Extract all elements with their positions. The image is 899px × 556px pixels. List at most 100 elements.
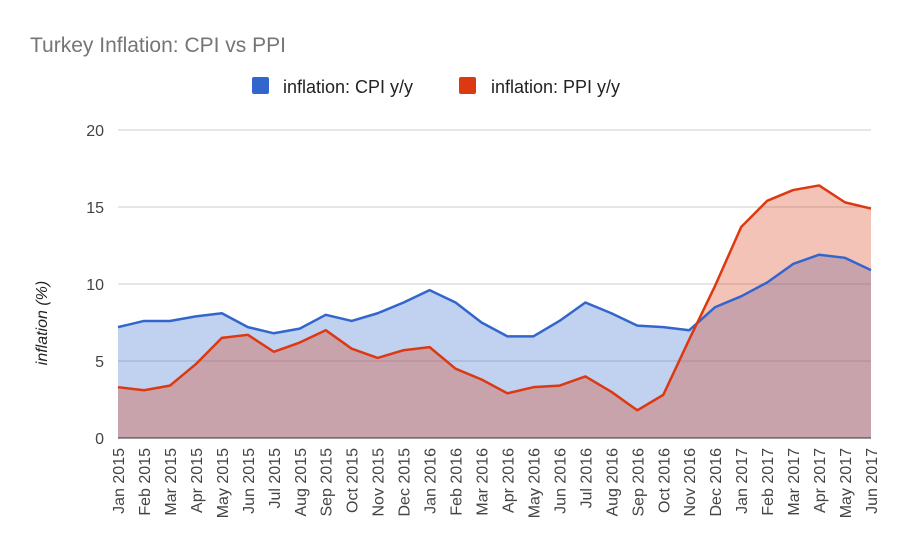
point-series-0[interactable]: [479, 320, 485, 326]
point-series-0[interactable]: [816, 252, 822, 258]
point-series-0[interactable]: [297, 326, 303, 332]
x-tick-label: Mar 2017: [786, 448, 803, 516]
legend: inflation: CPI y/y inflation: PPI y/y: [252, 77, 620, 97]
point-series-0[interactable]: [271, 330, 277, 336]
x-tick-label: Mar 2016: [475, 448, 492, 516]
x-tick-label: Dec 2015: [397, 448, 414, 517]
point-series-1[interactable]: [556, 383, 562, 389]
point-series-0[interactable]: [608, 310, 614, 316]
x-tick-label: Jun 2016: [552, 448, 569, 514]
x-tick-label: May 2015: [215, 448, 232, 518]
point-series-0[interactable]: [245, 324, 251, 330]
point-series-1[interactable]: [193, 361, 199, 367]
point-series-1[interactable]: [401, 347, 407, 353]
y-tick-labels: 0 5 10 15 20: [86, 123, 104, 448]
point-series-0[interactable]: [349, 318, 355, 324]
point-series-0[interactable]: [375, 310, 381, 316]
point-series-0[interactable]: [842, 255, 848, 261]
point-series-0[interactable]: [141, 318, 147, 324]
point-series-0[interactable]: [504, 333, 510, 339]
series-lines: [115, 182, 874, 413]
point-series-1[interactable]: [582, 373, 588, 379]
point-series-1[interactable]: [271, 349, 277, 355]
legend-label-cpi[interactable]: inflation: CPI y/y: [283, 77, 413, 97]
point-series-1[interactable]: [219, 335, 225, 341]
point-series-0[interactable]: [427, 287, 433, 293]
x-tick-label: Aug 2015: [293, 448, 310, 517]
point-series-1[interactable]: [608, 389, 614, 395]
x-tick-label: Jul 2016: [578, 448, 595, 509]
point-series-1[interactable]: [245, 332, 251, 338]
point-series-1[interactable]: [764, 198, 770, 204]
point-series-1[interactable]: [842, 199, 848, 205]
point-series-1[interactable]: [686, 336, 692, 342]
point-series-1[interactable]: [816, 182, 822, 188]
y-tick-label: 10: [86, 277, 104, 294]
x-tick-label: Jan 2016: [423, 448, 440, 514]
point-series-0[interactable]: [193, 313, 199, 319]
point-series-1[interactable]: [115, 384, 121, 390]
x-tick-label: Jun 2015: [241, 448, 258, 514]
point-series-0[interactable]: [219, 310, 225, 316]
point-series-1[interactable]: [349, 346, 355, 352]
x-tick-label: Feb 2017: [760, 448, 777, 516]
point-series-0[interactable]: [790, 261, 796, 267]
y-tick-label: 0: [95, 431, 104, 448]
point-series-0[interactable]: [868, 267, 874, 273]
x-tick-label: Apr 2017: [812, 448, 829, 513]
point-series-1[interactable]: [375, 355, 381, 361]
legend-swatch-cpi: [252, 77, 269, 94]
x-tick-label: Oct 2015: [345, 448, 362, 513]
series-areas: [118, 185, 871, 438]
x-tick-label: Sep 2015: [319, 448, 336, 517]
point-series-1[interactable]: [868, 206, 874, 212]
y-tick-label: 20: [86, 123, 104, 140]
point-series-0[interactable]: [712, 304, 718, 310]
point-series-0[interactable]: [634, 323, 640, 329]
point-series-1[interactable]: [297, 340, 303, 346]
point-series-1[interactable]: [738, 224, 744, 230]
point-series-0[interactable]: [660, 324, 666, 330]
area-series-0: [118, 254, 871, 438]
line-series-1[interactable]: [117, 184, 872, 412]
x-tick-label: May 2016: [526, 448, 543, 518]
x-tick-label: Aug 2016: [604, 448, 621, 517]
point-series-0[interactable]: [530, 333, 536, 339]
point-series-0[interactable]: [556, 318, 562, 324]
x-tick-labels: Jan 2015 Feb 2015 Mar 2015 Apr 2015 May 2015…: [111, 448, 881, 518]
point-series-0[interactable]: [764, 279, 770, 285]
point-series-1[interactable]: [660, 392, 666, 398]
point-series-1[interactable]: [790, 187, 796, 193]
point-series-0[interactable]: [401, 299, 407, 305]
x-tick-label: Dec 2016: [708, 448, 725, 517]
point-series-0[interactable]: [323, 312, 329, 318]
point-series-1[interactable]: [453, 366, 459, 372]
x-tick-label: Nov 2015: [371, 448, 388, 517]
point-series-0[interactable]: [582, 299, 588, 305]
y-axis-label: inflation (%): [34, 281, 51, 365]
x-tick-label: May 2017: [838, 448, 855, 518]
x-tick-label: Jul 2015: [267, 448, 284, 509]
point-series-0[interactable]: [167, 318, 173, 324]
point-series-1[interactable]: [167, 383, 173, 389]
point-series-1[interactable]: [141, 387, 147, 393]
line-series-0[interactable]: [117, 253, 872, 338]
point-series-1[interactable]: [479, 376, 485, 382]
point-series-0[interactable]: [115, 324, 121, 330]
point-series-1[interactable]: [530, 384, 536, 390]
chart-title: Turkey Inflation: CPI vs PPI: [30, 34, 286, 57]
y-tick-label: 15: [86, 200, 104, 217]
point-series-1[interactable]: [634, 407, 640, 413]
legend-label-ppi[interactable]: inflation: PPI y/y: [491, 77, 620, 97]
point-series-1[interactable]: [427, 344, 433, 350]
area-series-1: [118, 185, 871, 438]
point-series-0[interactable]: [738, 293, 744, 299]
legend-swatch-ppi: [459, 77, 476, 94]
point-series-1[interactable]: [504, 390, 510, 396]
point-series-1[interactable]: [712, 283, 718, 289]
x-tick-label: Feb 2015: [137, 448, 154, 516]
point-series-0[interactable]: [453, 299, 459, 305]
point-series-1[interactable]: [323, 327, 329, 333]
x-tick-label: Feb 2016: [449, 448, 466, 516]
